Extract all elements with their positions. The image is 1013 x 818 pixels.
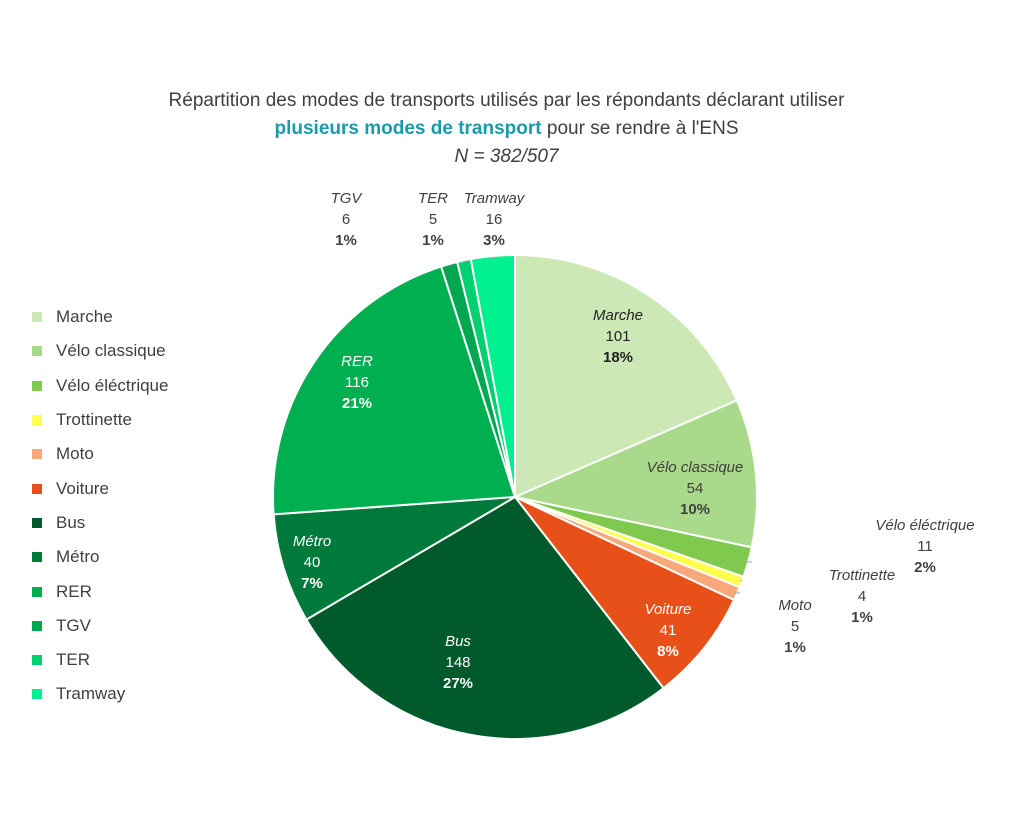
legend-swatch	[32, 689, 42, 700]
legend-item-0: Marche	[32, 300, 168, 334]
legend-item-8: RER	[32, 574, 168, 608]
pie-slice-7	[272, 496, 516, 621]
legend-label: RER	[56, 581, 92, 601]
leader-line-9	[447, 264, 450, 267]
title-highlight: plusieurs modes de transport	[274, 118, 542, 139]
data-label-7: Métro 40 7%	[293, 533, 331, 592]
legend-swatch	[32, 483, 42, 494]
legend-label: Voiture	[56, 478, 109, 498]
data-label-1: Vélo classique 54 10%	[647, 459, 744, 518]
data-label-2: Vélo éléctrique 11 2%	[875, 517, 974, 576]
pie-slice-1	[511, 399, 758, 549]
legend: Marche Vélo classique Vélo éléctrique Trott…	[32, 300, 168, 712]
legend-label: Marche	[56, 307, 113, 327]
data-label-6: Bus 148 27%	[443, 633, 473, 692]
leader-line-3	[739, 579, 743, 582]
legend-label: Moto	[56, 444, 94, 464]
legend-label: Métro	[56, 547, 100, 567]
legend-item-6: Bus	[32, 506, 168, 540]
legend-label: TER	[56, 650, 90, 670]
legend-label: Trottinette	[56, 410, 132, 430]
chart-title-line2: plusieurs modes de transport pour se ren…	[0, 118, 1013, 140]
title-rest: pour se rendre à l'ENS	[541, 118, 739, 139]
legend-item-2: Vélo éléctrique	[32, 369, 168, 403]
legend-label: Vélo classique	[56, 341, 166, 361]
pie-slice-8	[272, 265, 517, 516]
data-label-11: Tramway 16 3%	[464, 190, 526, 249]
legend-label: TGV	[56, 615, 91, 635]
legend-swatch	[32, 312, 42, 323]
pie-slice-5	[514, 496, 736, 690]
pie-slice-11	[469, 253, 516, 498]
legend-item-9: TGV	[32, 609, 168, 643]
legend-label: Vélo éléctrique	[56, 375, 169, 395]
data-label-8: RER 116 21%	[341, 353, 373, 412]
chart-subtitle: N = 382/507	[454, 146, 559, 167]
data-label-0: Marche 101 18%	[593, 307, 643, 366]
pie-slice-0	[514, 253, 739, 499]
legend-swatch	[32, 586, 42, 597]
data-label-9: TGV 6 1%	[331, 190, 364, 249]
legend-swatch	[32, 380, 42, 391]
legend-swatch	[32, 517, 42, 528]
legend-label: Tramway	[56, 684, 126, 704]
legend-item-3: Trottinette	[32, 403, 168, 437]
legend-item-10: TER	[32, 643, 168, 677]
legend-item-11: Tramway	[32, 677, 168, 711]
legend-swatch	[32, 449, 42, 460]
legend-swatch	[32, 620, 42, 631]
legend-swatch	[32, 655, 42, 666]
data-label-10: TER 5 1%	[418, 190, 448, 249]
legend-item-5: Voiture	[32, 471, 168, 505]
data-label-3: Trottinette 4 1%	[829, 567, 895, 626]
data-label-4: Moto 5 1%	[778, 597, 811, 656]
legend-swatch	[32, 346, 42, 357]
legend-item-1: Vélo classique	[32, 334, 168, 368]
legend-item-7: Métro	[32, 540, 168, 574]
legend-label: Bus	[56, 512, 86, 532]
chart-title: Répartition des modes de transports util…	[168, 90, 845, 111]
legend-item-4: Moto	[32, 437, 168, 471]
pie-slice-6	[304, 495, 665, 740]
legend-swatch	[32, 415, 42, 426]
data-label-5: Voiture 41 8%	[645, 601, 692, 660]
legend-swatch	[32, 552, 42, 563]
